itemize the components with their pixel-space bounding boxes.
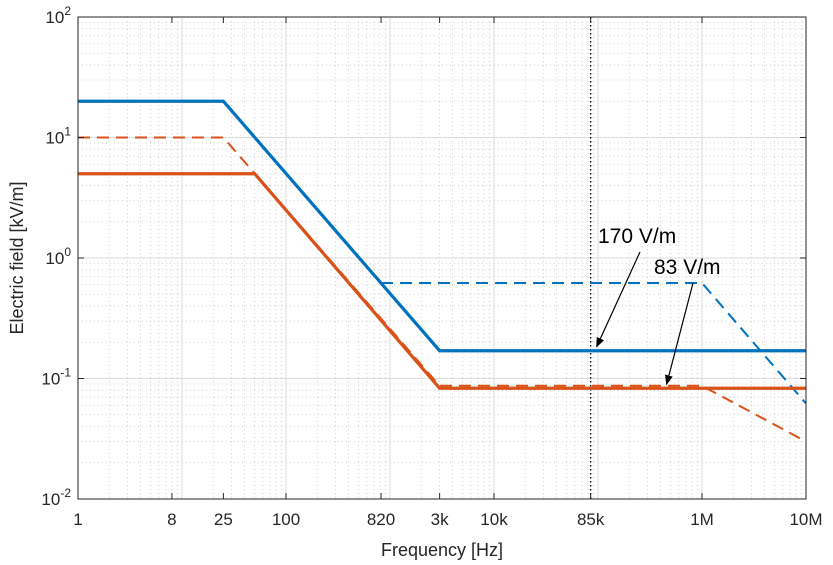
- x-tick-label: 1M: [690, 510, 714, 529]
- y-tick-label: 10-2: [41, 486, 71, 509]
- x-axis-label: Frequency [Hz]: [381, 540, 503, 560]
- x-tick-label: 1: [73, 510, 82, 529]
- series-group: [78, 99, 807, 443]
- x-tick-label: 25: [214, 510, 233, 529]
- tick-marks: [77, 16, 807, 500]
- y-tick-label: 101: [45, 125, 71, 148]
- x-tick-label: 820: [367, 510, 395, 529]
- x-tick-label: 8: [167, 510, 176, 529]
- series-line-1: [381, 282, 807, 405]
- y-tick-label: 10-1: [41, 366, 71, 389]
- x-tick-label: 3k: [431, 510, 449, 529]
- major-grid: [77, 17, 806, 499]
- series-line-3: [78, 136, 807, 443]
- y-axis-label: Electric field [kV/m]: [7, 181, 27, 334]
- y-tick-label: 100: [45, 245, 71, 268]
- y-tick-labels: 10-2 10-1 100 101 102: [41, 4, 71, 509]
- series-line-2: [78, 172, 806, 390]
- series-line-0: [78, 99, 806, 353]
- x-tick-label: 10M: [789, 510, 822, 529]
- x-tick-labels: 1 8 25 100 820 3k 10k 85k 1M 10M: [73, 510, 822, 529]
- annotations: 170 V/m 83 V/m: [596, 225, 721, 386]
- annotation-label: 83 V/m: [654, 256, 721, 279]
- y-tick-label: 102: [45, 4, 71, 27]
- annotation-arrow: [596, 251, 641, 348]
- x-tick-label: 85k: [577, 510, 605, 529]
- annotation-arrow: [665, 282, 694, 386]
- x-tick-label: 100: [272, 510, 300, 529]
- x-tick-label: 10k: [480, 510, 508, 529]
- annotation-label: 170 V/m: [598, 225, 676, 248]
